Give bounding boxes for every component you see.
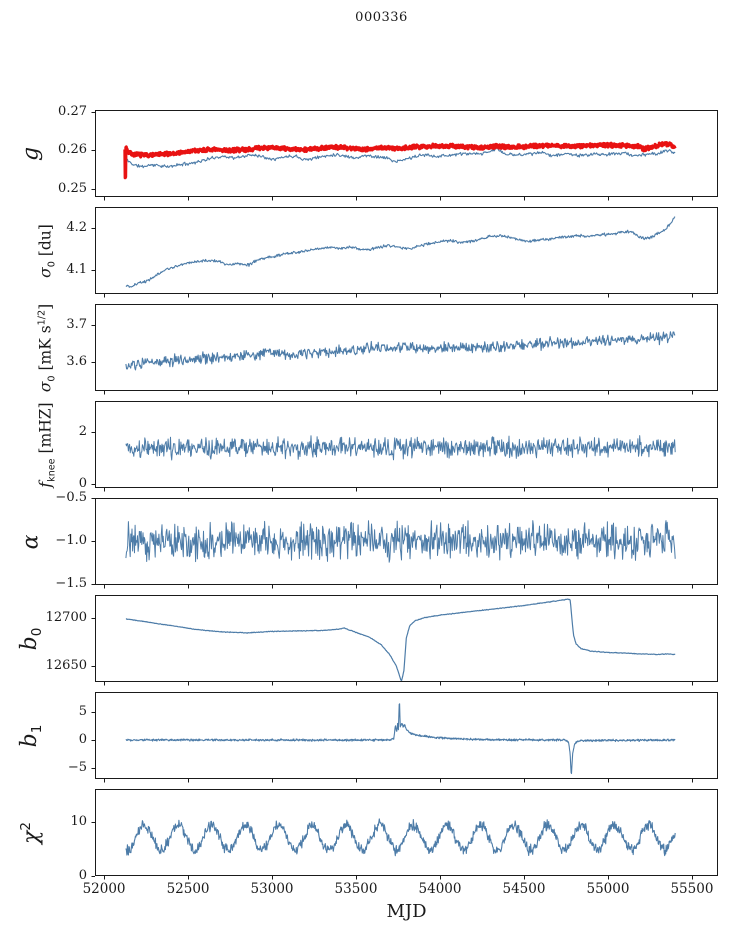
y-axis-label-sigma0-mK: σ0 [mK s1/2]	[36, 303, 58, 392]
subplot-fknee	[91, 401, 718, 492]
subplot-alpha	[91, 498, 718, 589]
y-tick-label-b1: 5	[78, 703, 87, 719]
subplot-g	[91, 110, 718, 201]
axes-spines	[95, 789, 718, 876]
y-tick-label-b0: 12650	[45, 657, 87, 673]
x-tick-label: 55000	[586, 881, 630, 897]
subplot-chi2	[91, 789, 718, 880]
series-g-smoothed-red	[123, 141, 677, 180]
x-axis-title: MJD	[386, 901, 427, 922]
y-axis-label-g: g	[18, 146, 44, 161]
series-g-raw-blue	[125, 147, 676, 169]
axes-spines	[95, 401, 718, 488]
y-tick-label-alpha: −1.5	[55, 576, 87, 591]
y-axis-label-fknee: fknee [mHZ]	[36, 401, 58, 488]
x-tick-label: 52000	[82, 881, 126, 897]
series-b1	[125, 703, 676, 775]
y-axis-label-b1: b1	[16, 724, 46, 747]
y-tick-label-chi2: 0	[78, 868, 87, 883]
y-tick-label-b0: 12700	[45, 609, 87, 625]
series-alpha	[125, 520, 676, 563]
y-tick-label-g: 0.25	[58, 180, 87, 196]
subplot-sigma0-mK	[91, 304, 718, 395]
y-axis-label-b0: b0	[16, 627, 46, 650]
series-b0	[125, 598, 676, 682]
y-tick-label-sigma0-mK: 3.6	[66, 354, 87, 369]
y-tick-label-sigma0-du: 4.2	[66, 220, 87, 235]
series-fknee	[125, 435, 676, 461]
x-tick-label: 52500	[166, 881, 210, 897]
y-axis-label-sigma0-du: σ0 [du]	[36, 223, 58, 278]
y-tick-label-b1: −5	[67, 760, 87, 775]
axes-spines	[95, 207, 718, 294]
axes-spines	[95, 498, 718, 585]
y-tick-label-g: 0.26	[58, 142, 87, 158]
y-tick-label-fknee: 2	[78, 423, 87, 439]
axes-spines	[95, 692, 718, 779]
subplot-b1	[91, 692, 718, 783]
axes-spines	[95, 595, 718, 682]
axes-spines	[95, 110, 718, 197]
y-tick-label-chi2: 10	[70, 813, 87, 829]
y-tick-label-b1: 0	[78, 731, 87, 747]
y-tick-label-g: 0.27	[58, 104, 87, 119]
x-tick-label: 53000	[250, 881, 294, 897]
subplot-sigma0-du	[91, 207, 718, 298]
series-sigma0-du	[125, 216, 676, 288]
y-tick-label-sigma0-du: 4.1	[66, 262, 87, 277]
axes-spines	[95, 304, 718, 391]
y-tick-label-alpha: −0.5	[55, 490, 87, 505]
x-tick-label: 53500	[334, 881, 378, 897]
plot-title: 000336	[355, 10, 408, 25]
y-tick-label-alpha: −1.0	[55, 533, 87, 548]
x-tick-label: 55500	[670, 881, 714, 897]
y-tick-label-sigma0-mK: 3.7	[66, 317, 87, 332]
series-sigma0-mK	[125, 331, 676, 371]
subplot-b0	[91, 595, 718, 686]
series-chi2	[125, 818, 676, 857]
y-axis-label-alpha: α	[18, 534, 44, 549]
y-tick-label-fknee: 0	[78, 475, 87, 491]
x-tick-label: 54000	[418, 881, 462, 897]
y-axis-label-chi2: χ2	[17, 821, 45, 844]
x-tick-label: 54500	[502, 881, 546, 897]
